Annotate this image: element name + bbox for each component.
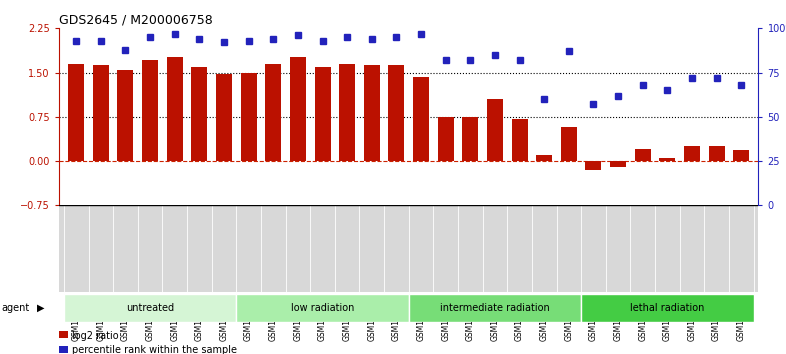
Bar (586, 161, 601, 170)
Text: untreated: untreated (126, 303, 174, 313)
Bar (314, 67, 331, 161)
Bar (438, 117, 454, 161)
Bar (581, 294, 754, 322)
Bar (364, 65, 380, 161)
Bar (684, 146, 700, 161)
Bar (216, 74, 232, 161)
Bar (487, 99, 503, 161)
Bar (659, 158, 675, 161)
Bar (733, 150, 749, 161)
Bar (68, 64, 84, 161)
Bar (610, 161, 626, 167)
Text: GDS2645 / M200006758: GDS2645 / M200006758 (59, 13, 213, 26)
Bar (388, 65, 405, 161)
Text: agent: agent (2, 303, 30, 313)
Bar (536, 155, 553, 161)
Bar (339, 64, 355, 161)
Bar (409, 294, 581, 322)
Bar (265, 64, 281, 161)
Bar (462, 117, 479, 161)
Bar (167, 57, 182, 161)
Bar (561, 127, 577, 161)
Text: percentile rank within the sample: percentile rank within the sample (72, 345, 237, 354)
Bar (93, 65, 108, 161)
Bar (241, 73, 256, 161)
Bar (290, 57, 306, 161)
Text: lethal radiation: lethal radiation (630, 303, 704, 313)
Text: log2 ratio: log2 ratio (72, 331, 118, 341)
Bar (237, 294, 409, 322)
Bar (635, 149, 651, 161)
Bar (512, 119, 527, 161)
Text: ▶: ▶ (37, 303, 45, 313)
Bar (709, 146, 725, 161)
Bar (191, 67, 208, 161)
Text: intermediate radiation: intermediate radiation (440, 303, 549, 313)
Bar (413, 77, 429, 161)
Text: low radiation: low radiation (291, 303, 354, 313)
Bar (64, 294, 237, 322)
Bar (117, 70, 134, 161)
Bar (142, 59, 158, 161)
